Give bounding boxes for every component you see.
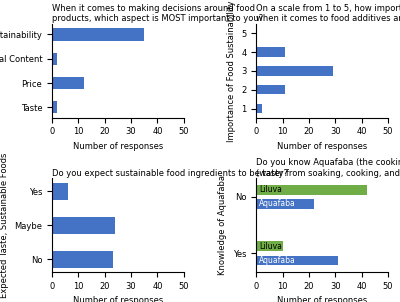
Text: When it comes to making decisions around food
products, which aspect is MOST imp: When it comes to making decisions around… xyxy=(52,4,263,23)
Bar xyxy=(256,85,285,95)
Bar xyxy=(256,104,262,113)
Text: Aquafaba: Aquafaba xyxy=(259,256,296,265)
Text: Liluva: Liluva xyxy=(259,185,282,194)
Bar xyxy=(256,199,314,209)
Bar xyxy=(52,183,68,200)
Bar xyxy=(256,255,338,265)
Bar xyxy=(52,28,144,40)
X-axis label: Number of responses: Number of responses xyxy=(73,296,163,302)
Y-axis label: Importance of Food Sustainability: Importance of Food Sustainability xyxy=(226,0,236,142)
Text: Do you expect sustainable food ingredients to be tasty?: Do you expect sustainable food ingredien… xyxy=(52,169,288,178)
Y-axis label: Expected Taste, Sustainable Foods: Expected Taste, Sustainable Foods xyxy=(0,153,9,298)
Bar xyxy=(52,101,57,113)
X-axis label: Number of responses: Number of responses xyxy=(277,296,367,302)
Text: Liluva: Liluva xyxy=(259,242,282,251)
X-axis label: Number of responses: Number of responses xyxy=(73,142,163,151)
Y-axis label: Knowledge of Aquafaba: Knowledge of Aquafaba xyxy=(218,175,228,275)
Bar xyxy=(52,77,84,89)
Bar xyxy=(52,251,113,268)
Bar xyxy=(256,66,333,76)
Text: Aquafaba: Aquafaba xyxy=(259,199,296,208)
X-axis label: Number of responses: Number of responses xyxy=(277,142,367,151)
Bar xyxy=(256,185,367,194)
Bar xyxy=(256,47,285,57)
Bar xyxy=(52,53,57,65)
Text: On a scale from 1 to 5, how important is food sustainability
when it comes to fo: On a scale from 1 to 5, how important is… xyxy=(256,4,400,23)
Bar xyxy=(52,217,115,233)
Bar xyxy=(256,241,282,251)
Text: Do you know Aquafaba (the cooking water in chickpeas) or Liluva
(water from soak: Do you know Aquafaba (the cooking water … xyxy=(256,158,400,178)
